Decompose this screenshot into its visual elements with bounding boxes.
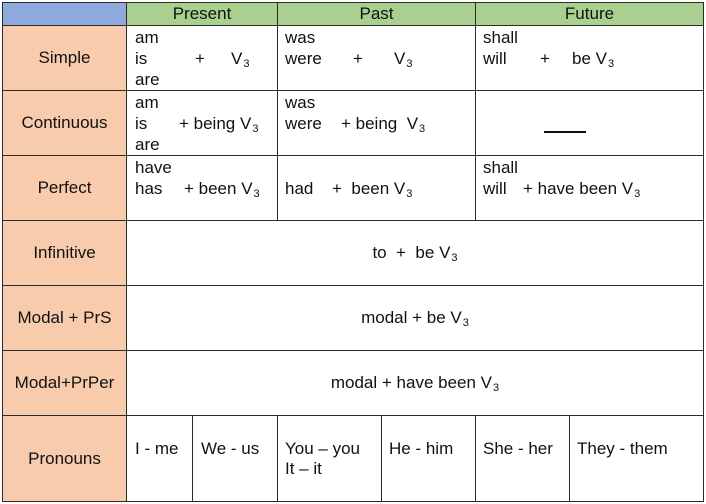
- continuous-present-is: is: [135, 114, 148, 133]
- perfect-future-will: will: [483, 179, 507, 198]
- infinitive-formula: to + be V3: [372, 242, 458, 264]
- perfect-present-been: + been V3: [184, 179, 260, 200]
- pronoun-cell-you: You – you It – it: [277, 415, 382, 502]
- row-label-pronouns: Pronouns: [2, 415, 127, 502]
- header-future: Future: [475, 2, 704, 26]
- pronoun-he-him: He - him: [389, 439, 454, 458]
- modal-prper-formula: modal + have been V3: [330, 372, 500, 394]
- pronoun-they-them: They - them: [577, 439, 668, 458]
- simple-present-v: V3: [231, 49, 250, 70]
- continuous-past-cell: was were + being V3: [277, 90, 476, 156]
- row-label-infinitive: Infinitive: [2, 220, 127, 286]
- row-label-continuous: Continuous: [2, 90, 127, 156]
- infinitive-cell: to + be V3: [126, 220, 704, 286]
- simple-present-is: is: [135, 49, 148, 68]
- continuous-future-cell: [475, 90, 704, 156]
- pronoun-i-me: I - me: [135, 439, 179, 458]
- pronoun-she-her: She - her: [483, 439, 553, 458]
- row-label-simple: Simple: [2, 25, 127, 91]
- pronoun-cell-we: We - us: [192, 415, 278, 502]
- perfect-present-have: have: [135, 158, 172, 177]
- perfect-past-cell: had + been V3: [277, 155, 476, 221]
- simple-future-plus: +: [540, 49, 550, 68]
- corner-cell: [2, 2, 127, 26]
- simple-past-v: V3: [394, 49, 413, 70]
- simple-present-are: are: [135, 70, 160, 89]
- continuous-past-were: were: [285, 114, 322, 133]
- continuous-present-cell: am is + being V3 are: [126, 90, 278, 156]
- header-present: Present: [126, 2, 278, 26]
- pronoun-cell-he: He - him: [381, 415, 476, 502]
- simple-present-plus: +: [195, 49, 205, 68]
- perfect-future-shall: shall: [483, 158, 518, 177]
- simple-present-cell: am is + V3 are: [126, 25, 278, 91]
- modal-prs-cell: modal + be V3: [126, 285, 704, 351]
- simple-future-shall: shall: [483, 28, 518, 47]
- empty-dash: [544, 131, 586, 133]
- simple-past-plus: +: [353, 49, 363, 68]
- row-label-modal-prper: Modal+PrPer: [2, 350, 127, 416]
- simple-future-will: will: [483, 49, 507, 68]
- row-label-modal-prs: Modal + PrS: [2, 285, 127, 351]
- pronoun-cell-they: They - them: [569, 415, 704, 502]
- continuous-present-am: am: [135, 93, 159, 112]
- pronoun-you-you: You – you: [285, 439, 360, 458]
- perfect-present-cell: have has + been V3: [126, 155, 278, 221]
- row-label-perfect: Perfect: [2, 155, 127, 221]
- perfect-past-been: + been V3: [332, 179, 413, 200]
- simple-past-cell: was were + V3: [277, 25, 476, 91]
- continuous-present-are: are: [135, 135, 160, 154]
- perfect-present-has: has: [135, 179, 163, 198]
- pronoun-cell-she: She - her: [475, 415, 570, 502]
- header-past: Past: [277, 2, 476, 26]
- continuous-present-being: + being V3: [179, 114, 259, 135]
- pronoun-it-it: It – it: [285, 459, 322, 478]
- continuous-past-being: + being V3: [341, 114, 426, 135]
- simple-future-bev: be V3: [572, 49, 615, 70]
- modal-prs-formula: modal + be V3: [361, 307, 469, 329]
- simple-future-cell: shall will + be V3: [475, 25, 704, 91]
- pronoun-cell-i: I - me: [126, 415, 193, 502]
- modal-prper-cell: modal + have been V3: [126, 350, 704, 416]
- perfect-future-havebeen: + have been V3: [523, 179, 641, 200]
- pronoun-we-us: We - us: [201, 439, 260, 458]
- continuous-past-was: was: [285, 93, 316, 112]
- simple-past-were: were: [285, 49, 322, 68]
- simple-past-was: was: [285, 28, 316, 47]
- simple-present-am: am: [135, 28, 159, 47]
- perfect-future-cell: shall will + have been V3: [475, 155, 704, 221]
- perfect-past-had: had: [285, 179, 314, 198]
